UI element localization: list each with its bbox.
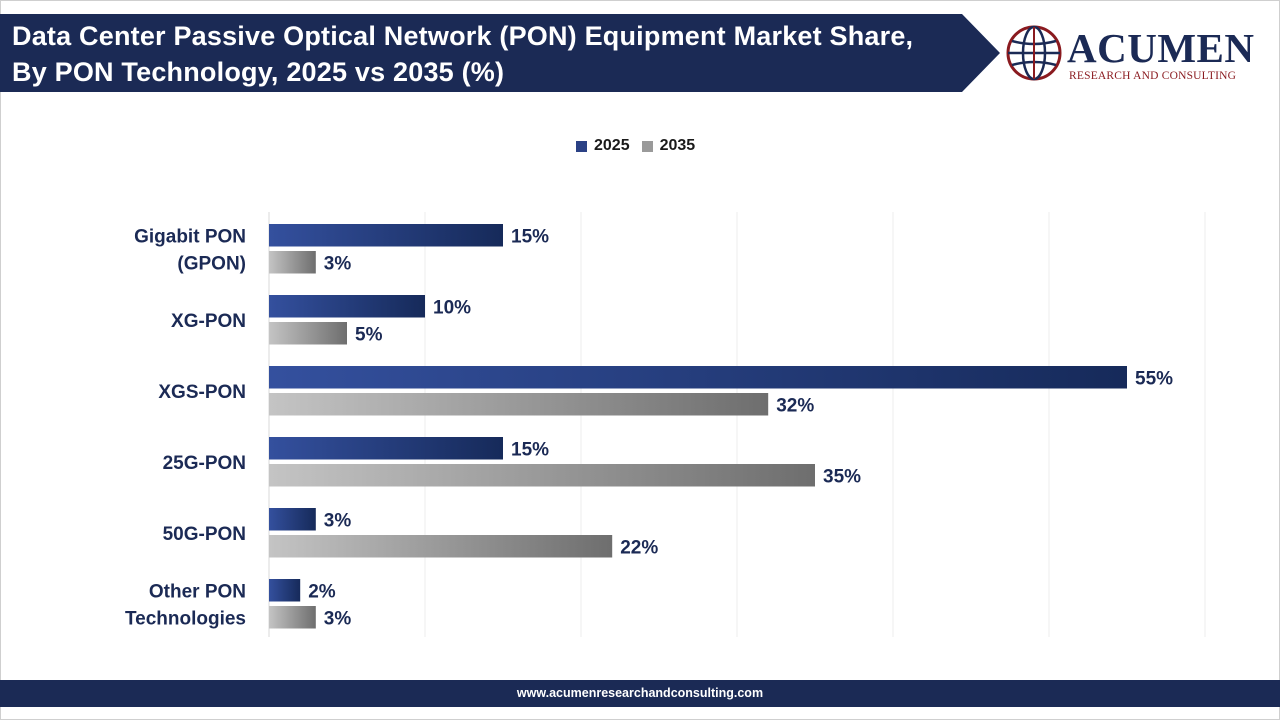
- category-label: Other PON: [149, 581, 246, 602]
- data-label-2025: 3%: [324, 510, 352, 531]
- category-label: XG-PON: [171, 311, 246, 332]
- bar-chart: 15% 3% 10% 5% 55% 32% 15% 35% 3% 22% 2% 3% Gigabit …: [125, 212, 1206, 637]
- legend-swatch-2035: [641, 140, 653, 152]
- title-banner: [0, 14, 1000, 92]
- category-label: XGS-PON: [158, 382, 246, 403]
- category-label: 50G-PON: [163, 524, 246, 545]
- legend-swatch-2025: [576, 140, 587, 152]
- bar-2025: [269, 579, 301, 602]
- footer-bar: www.acumenresearchandconsulting.com: [0, 680, 1280, 707]
- data-label-2035: 32%: [776, 395, 814, 416]
- bar-2035: [269, 464, 815, 487]
- data-label-2035: 3%: [324, 253, 352, 274]
- data-label-2035: 3%: [324, 608, 352, 629]
- data-label-2035: 22%: [620, 537, 658, 558]
- data-label-2025: 15%: [511, 439, 549, 460]
- data-label-2025: 55%: [1135, 368, 1173, 389]
- legend-label-2025: 2025: [594, 137, 630, 154]
- data-label-2025: 10%: [433, 297, 471, 318]
- chart-legend: 2025 2035: [576, 136, 707, 156]
- category-label: Gigabit PON: [134, 226, 246, 247]
- bar-2025: [269, 508, 316, 531]
- logo-name: ACUMEN: [1067, 25, 1255, 71]
- category-label: Technologies: [125, 608, 246, 629]
- bar-2035: [269, 393, 769, 416]
- bar-2035: [269, 606, 316, 629]
- bar-2025: [269, 295, 425, 318]
- bar-2035: [269, 535, 613, 558]
- chart-title: Data Center Passive Optical Network (PON…: [12, 21, 914, 87]
- bar-2025: [269, 366, 1127, 389]
- logo-tagline: RESEARCH AND CONSULTING: [1069, 70, 1237, 82]
- data-label-2025: 2%: [308, 581, 336, 602]
- company-logo: ACUMEN RESEARCH AND CONSULTING: [1005, 20, 1275, 82]
- bar-2025: [269, 437, 503, 460]
- category-label: (GPON): [177, 253, 246, 274]
- footer-url: www.acumenresearchandconsulting.com: [516, 686, 764, 700]
- data-label-2035: 5%: [355, 324, 383, 345]
- data-label-2035: 35%: [823, 466, 861, 487]
- globe-icon: [1006, 25, 1062, 81]
- bar-2035: [269, 322, 347, 345]
- data-label-2025: 15%: [511, 226, 549, 247]
- legend-item-2025: 2025: [576, 137, 630, 155]
- bar-2025: [269, 224, 503, 247]
- legend-item-2035: 2035: [641, 137, 696, 155]
- category-label: 25G-PON: [163, 453, 246, 474]
- bar-2035: [269, 251, 316, 274]
- legend-label-2035: 2035: [659, 137, 696, 154]
